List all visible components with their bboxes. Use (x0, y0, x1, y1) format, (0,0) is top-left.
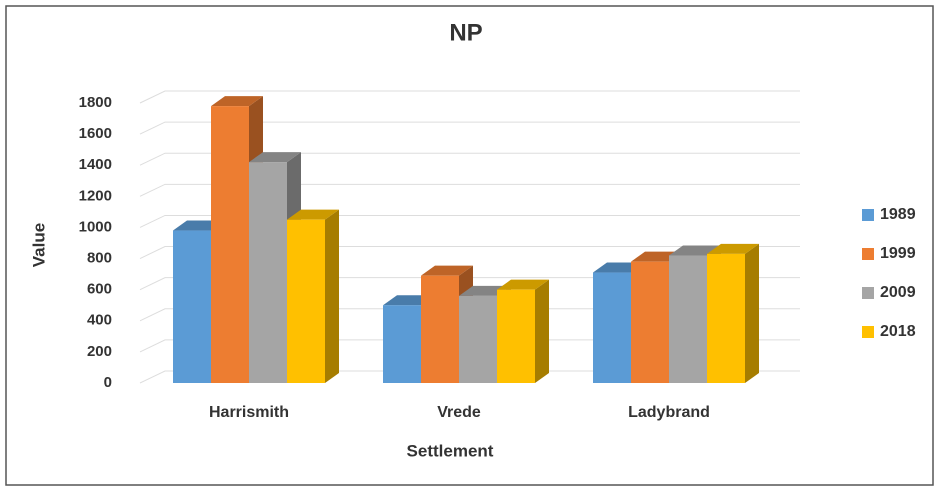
bar-top (669, 245, 721, 256)
legend-label: 2018 (880, 323, 916, 340)
bar (593, 272, 631, 383)
bar (249, 162, 287, 383)
y-tick-label: 800 (87, 250, 112, 267)
x-tick-label: Harrismith (209, 404, 289, 421)
bar (383, 305, 421, 383)
bar (669, 255, 707, 383)
x-axis-label: Settlement (407, 441, 494, 460)
grid-line (139, 90, 800, 104)
legend-label: 1999 (880, 245, 916, 262)
y-axis-label: Value (29, 223, 48, 267)
y-tick-label: 400 (87, 312, 112, 329)
grid-line (139, 183, 800, 197)
y-tick-label: 1000 (79, 218, 112, 235)
y-tick-label: 200 (87, 343, 112, 360)
bar-top (249, 152, 301, 163)
legend-swatch (862, 209, 874, 221)
y-tick-label: 1800 (79, 94, 112, 111)
grid-line (139, 370, 800, 384)
grid-line (139, 277, 800, 291)
grid-line (139, 246, 800, 260)
bar-top (707, 243, 759, 254)
grid-line (139, 214, 800, 228)
x-tick-label: Vrede (437, 404, 481, 421)
bar (211, 106, 249, 383)
y-tick-label: 1400 (79, 156, 112, 173)
grid-line (139, 152, 800, 166)
y-tick-label: 0 (104, 374, 112, 391)
legend-swatch (862, 326, 874, 338)
chart-border (5, 5, 934, 486)
bar-top (421, 265, 473, 276)
bar-top (287, 209, 339, 220)
grid-line (139, 121, 800, 135)
bar (287, 219, 325, 383)
bar-top (211, 96, 263, 107)
bar-top (497, 279, 549, 290)
grid-line (139, 339, 800, 353)
bar-side (745, 243, 759, 383)
bar (459, 295, 497, 383)
grid-line (139, 308, 800, 322)
x-tick-label: Ladybrand (628, 404, 710, 421)
bar (707, 253, 745, 383)
y-tick-label: 1200 (79, 187, 112, 204)
bar-side (325, 209, 339, 383)
y-tick-label: 1600 (79, 125, 112, 142)
legend-swatch (862, 248, 874, 260)
bar-side (535, 279, 549, 383)
bar (631, 261, 669, 383)
bar (497, 289, 535, 383)
y-tick-label: 600 (87, 281, 112, 298)
bar (173, 230, 211, 383)
chart-title: NP (449, 19, 482, 46)
legend-label: 1989 (880, 206, 916, 223)
bar (421, 275, 459, 383)
legend-swatch (862, 287, 874, 299)
legend-label: 2009 (880, 284, 916, 301)
